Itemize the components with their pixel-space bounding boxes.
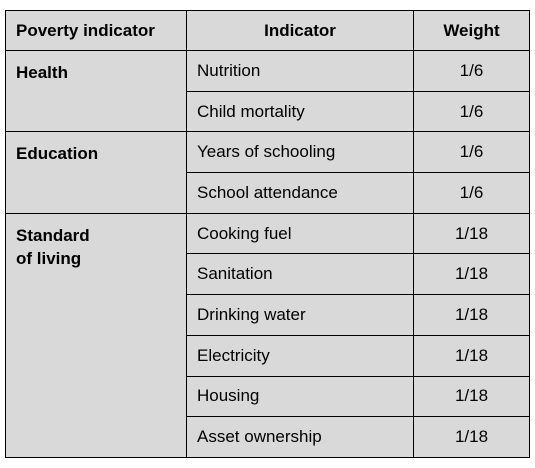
- group-label: Education: [16, 144, 99, 164]
- weight-cell: 1/6: [413, 90, 530, 133]
- table-header-row: Poverty indicator Indicator Weight: [5, 10, 530, 51]
- poverty-indicator-table-wrapper: Poverty indicator Indicator Weight Healt…: [5, 10, 530, 459]
- indicator-cell: Nutrition: [186, 50, 414, 92]
- weight-cell: 1/18: [413, 253, 530, 296]
- table-row: Health Nutrition 1/6: [5, 49, 530, 133]
- table-row: School attendance 1/6: [6, 172, 530, 214]
- table-row: Standard of living Cooking fuel 1/18: [5, 212, 530, 459]
- indicator-cell: Years of schooling: [186, 131, 414, 174]
- indicator-cell: Cooking fuel: [186, 212, 414, 255]
- table-row: Housing 1/18: [6, 375, 530, 418]
- indicator-cell: Housing: [186, 375, 414, 418]
- weight-cell: 1/18: [413, 212, 530, 255]
- weight-cell: 1/6: [413, 172, 530, 214]
- indicator-cell: Drinking water: [186, 294, 414, 336]
- group-cell-education: Education: [5, 131, 187, 214]
- table-row: Electricity 1/18: [6, 334, 530, 377]
- group-label: Health: [16, 63, 68, 82]
- table-row: Drinking water 1/18: [6, 294, 530, 336]
- indicator-cell: Electricity: [186, 334, 414, 377]
- weight-cell: 1/18: [413, 416, 530, 458]
- indicator-cell: Asset ownership: [186, 416, 414, 458]
- weight-cell: 1/18: [413, 375, 530, 418]
- table-row: Asset ownership 1/18: [6, 416, 530, 458]
- group-cell-health: Health: [5, 49, 187, 133]
- indicator-cell: Child mortality: [186, 90, 414, 133]
- weight-cell: 1/6: [413, 131, 530, 174]
- weight-cell: 1/6: [413, 50, 530, 92]
- column-header-weight: Weight: [413, 10, 530, 51]
- weight-cell: 1/18: [413, 334, 530, 377]
- table-row: Education Years of schooling 1/6: [5, 131, 530, 214]
- indicator-cell: Sanitation: [186, 253, 414, 296]
- group-cell-standard-of-living: Standard of living: [5, 212, 187, 459]
- indicator-cell: School attendance: [186, 172, 414, 214]
- weight-cell: 1/18: [413, 294, 530, 336]
- table-row: Sanitation 1/18: [6, 253, 530, 296]
- table-row: Child mortality 1/6: [6, 90, 530, 133]
- column-header-indicator: Indicator: [186, 10, 414, 51]
- group-label: Standard of living: [16, 225, 90, 268]
- column-header-poverty-indicator: Poverty indicator: [5, 10, 187, 51]
- poverty-indicator-table: Poverty indicator Indicator Weight Healt…: [5, 10, 530, 459]
